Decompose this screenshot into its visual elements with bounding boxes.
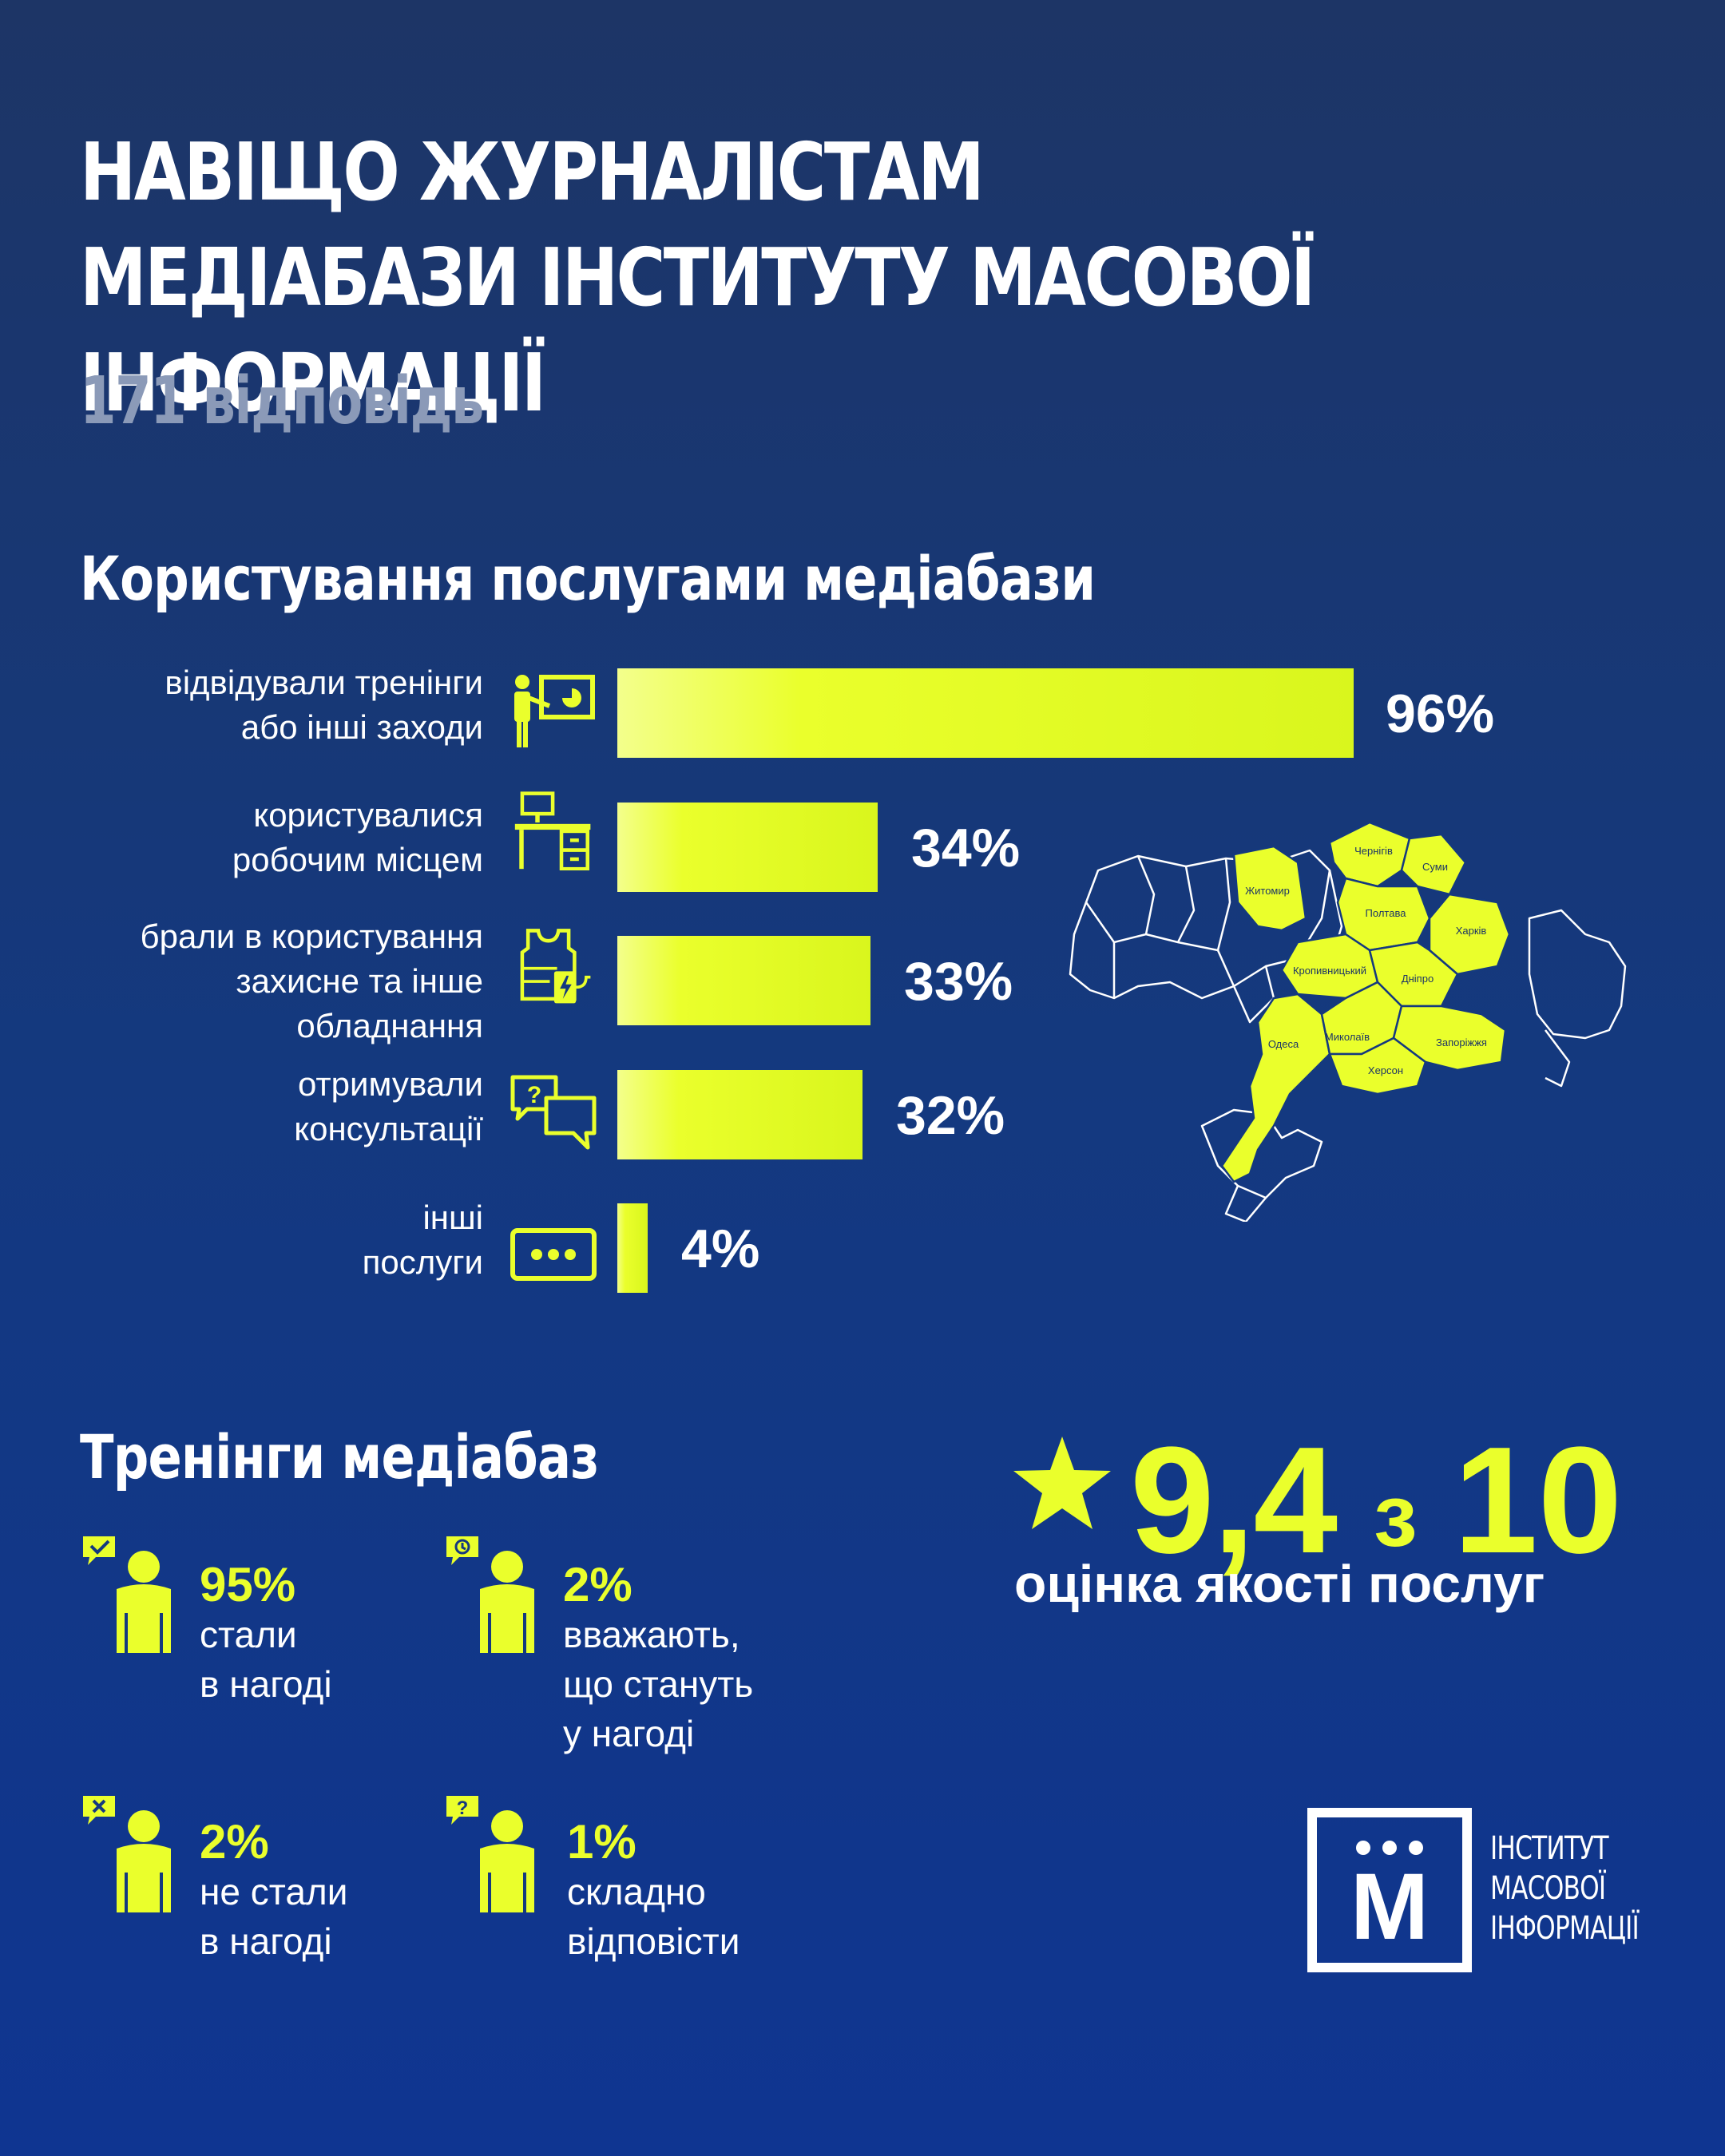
- star-icon: [1013, 1437, 1111, 1529]
- stat-useful-text: стали в нагоді: [200, 1610, 332, 1709]
- stat-text-line: у нагоді: [563, 1713, 695, 1754]
- bar-value-trainings: 96%: [1386, 684, 1495, 744]
- stat-text-line: що стануть: [563, 1663, 754, 1705]
- imi-logo-mark: М: [1350, 1841, 1429, 1960]
- stat-useful-value: 95%: [200, 1558, 296, 1611]
- check-bubble-icon: [83, 1536, 115, 1565]
- imi-logo: М: [1307, 1808, 1472, 1972]
- bar-label-workplace: користувалися робочим місцем: [0, 793, 483, 882]
- respondent-count: 171 відповідь: [80, 363, 484, 439]
- bar-label-line: відвідували тренінги: [165, 664, 483, 701]
- stat-text-line: відповісти: [567, 1920, 740, 1962]
- stat-not-useful-value: 2%: [200, 1815, 269, 1869]
- stat-text-line: складно: [567, 1871, 706, 1912]
- clock-bubble-icon: [446, 1536, 478, 1565]
- bar-value-equipment: 33%: [904, 951, 1013, 1012]
- bar-workplace: [617, 803, 878, 892]
- map-label-kherson: Херсон: [1368, 1064, 1403, 1076]
- stat-hard-to-answer-text: складно відповісти: [567, 1867, 740, 1966]
- stat-will-be-useful-value: 2%: [563, 1558, 632, 1611]
- stat-text-line: вважають,: [563, 1614, 740, 1655]
- stat-text-line: в нагоді: [200, 1920, 332, 1962]
- bar-label-line: консультації: [294, 1110, 483, 1147]
- stat-will-be-useful-text: вважають, що стануть у нагоді: [563, 1610, 753, 1758]
- person-cross-icon: [83, 1796, 171, 1912]
- logo-text-line: ІНФОРМАЦІЇ: [1490, 1910, 1640, 1947]
- bar-label-line: обладнання: [296, 1007, 483, 1044]
- bar-value-workplace: 34%: [911, 818, 1021, 878]
- bar-value-consultations: 32%: [896, 1085, 1005, 1146]
- cross-bubble-icon: [83, 1796, 115, 1825]
- stat-text-line: стали: [200, 1614, 297, 1655]
- trainings-section-title: Тренінги медіабаз: [80, 1421, 599, 1492]
- stat-hard-to-answer-value: 1%: [567, 1815, 636, 1869]
- map-label-odesa: Одеса: [1268, 1038, 1299, 1050]
- rating-score: 9,4: [1130, 1416, 1338, 1585]
- bar-label-line: робочим місцем: [232, 841, 483, 878]
- map-label-poltava: Полтава: [1366, 907, 1407, 919]
- bar-label-line: отримували: [297, 1065, 483, 1103]
- map-label-kropyvnytskyi: Кропивницький: [1293, 965, 1366, 977]
- map-label-zaporizhzhia: Запоріжжя: [1436, 1036, 1487, 1048]
- person-question-icon: ?: [446, 1796, 534, 1912]
- rating-caption: оцінка якості послуг: [1014, 1554, 1545, 1613]
- imi-logo-letter: М: [1350, 1854, 1429, 1960]
- trainer-presentation-icon: [514, 675, 595, 747]
- person-clock-icon: [446, 1536, 534, 1653]
- bar-label-consultations: отримували консультації: [0, 1062, 483, 1151]
- body-armor-power-icon: [520, 929, 591, 1004]
- map-label-chernihiv: Чернігів: [1354, 845, 1393, 857]
- bar-label-line: послуги: [362, 1243, 483, 1281]
- bar-label-line: брали в користування: [140, 917, 483, 955]
- svg-text:?: ?: [527, 1082, 541, 1108]
- svg-text:?: ?: [457, 1797, 469, 1819]
- bar-label-trainings: відвідували тренінги або інші заходи: [0, 660, 483, 750]
- page-title: НАВІЩО ЖУРНАЛІСТАМ МЕДІАБАЗИ ІНСТИТУТУ М…: [80, 125, 1315, 430]
- more-dots-icon: [510, 1228, 597, 1281]
- logo-text-line: ІНСТИТУТ: [1490, 1830, 1609, 1867]
- stat-text-line: в нагоді: [200, 1663, 332, 1705]
- services-section-title: Користування послугами медіабази: [80, 543, 1096, 614]
- map-label-kharkiv: Харків: [1456, 925, 1487, 937]
- person-check-icon: [83, 1536, 171, 1653]
- bar-label-other: інші послуги: [0, 1195, 483, 1285]
- question-bubble-icon: ?: [446, 1796, 478, 1825]
- workplace-desk-icon: [514, 791, 591, 870]
- bar-label-line: інші: [422, 1199, 483, 1236]
- map-label-dnipro: Дніпро: [1402, 973, 1434, 985]
- bar-label-equipment: брали в користування захисне та інше обл…: [0, 914, 483, 1048]
- map-label-zhytomyr: Житомир: [1245, 885, 1290, 897]
- bar-equipment: [617, 936, 870, 1025]
- consultation-chat-icon: ?: [510, 1075, 597, 1150]
- bar-label-line: захисне та інше: [236, 962, 483, 1000]
- bar-label-line: або інші заходи: [240, 708, 483, 746]
- stat-not-useful-text: не стали в нагоді: [200, 1867, 347, 1966]
- map-label-sumy: Суми: [1422, 861, 1448, 873]
- logo-text-line: МАСОВОЇ: [1490, 1870, 1606, 1907]
- rating-max: 10: [1453, 1416, 1623, 1585]
- bar-label-line: користувалися: [253, 796, 483, 834]
- stat-text-line: не стали: [200, 1871, 348, 1912]
- imi-logo-text: ІНСТИТУТ МАСОВОЇ ІНФОРМАЦІЇ: [1490, 1829, 1640, 1948]
- bar-other: [617, 1203, 648, 1293]
- bar-consultations: [617, 1070, 862, 1159]
- ukraine-map: Житомир Чернігів Суми Полтава Харків Кро…: [1069, 822, 1627, 1222]
- bar-value-other: 4%: [681, 1219, 760, 1279]
- map-label-mykolaiv: Миколаїв: [1325, 1031, 1370, 1043]
- bar-trainings: [617, 668, 1354, 758]
- rating-separator: з: [1374, 1467, 1418, 1565]
